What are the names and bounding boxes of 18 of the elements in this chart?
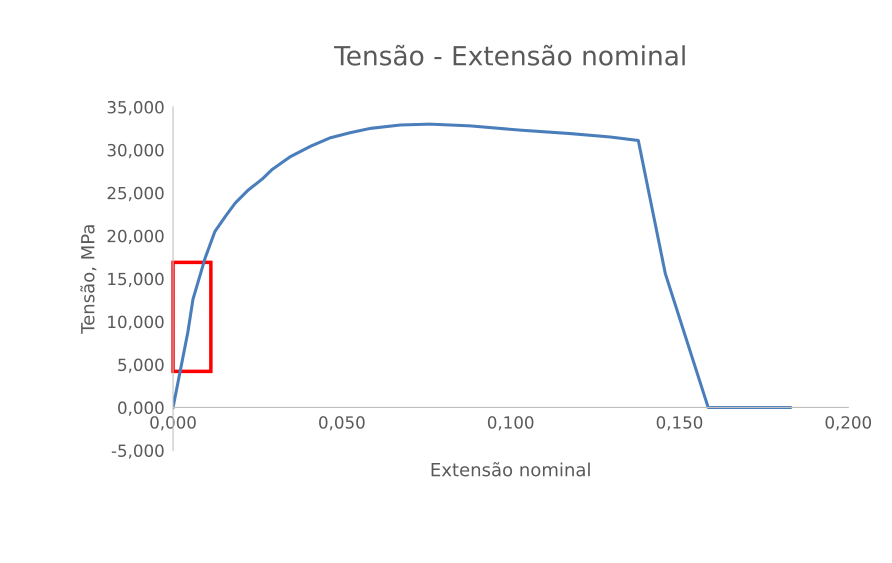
- y-tick-label: 25,000: [108, 186, 164, 202]
- x-tick-label: 0,200: [826, 416, 872, 430]
- y-tick-label: 35,000: [108, 100, 164, 116]
- y-tick-label: 10,000: [108, 316, 164, 330]
- x-axis-title: Extensão nominal: [432, 462, 590, 476]
- y-axis-title: Tensão, MPa: [80, 225, 96, 334]
- y-tick-label: -5,000: [112, 444, 164, 459]
- x-tick-label: 0,050: [319, 416, 365, 430]
- y-tick-label: 15,000: [108, 272, 164, 287]
- x-tick-label: 0,000: [150, 416, 196, 430]
- y-tick-label: 0,000: [118, 401, 164, 416]
- y-tick-label: 20,000: [108, 230, 164, 244]
- x-tick-label: 0,150: [656, 416, 702, 430]
- chart-title: Tensão - Extensão nominal: [334, 44, 685, 66]
- y-tick-label: 5,000: [118, 358, 164, 373]
- x-tick-label: 0,100: [488, 416, 534, 430]
- y-tick-label: 30,000: [108, 144, 164, 158]
- line-series: [173, 122, 792, 409]
